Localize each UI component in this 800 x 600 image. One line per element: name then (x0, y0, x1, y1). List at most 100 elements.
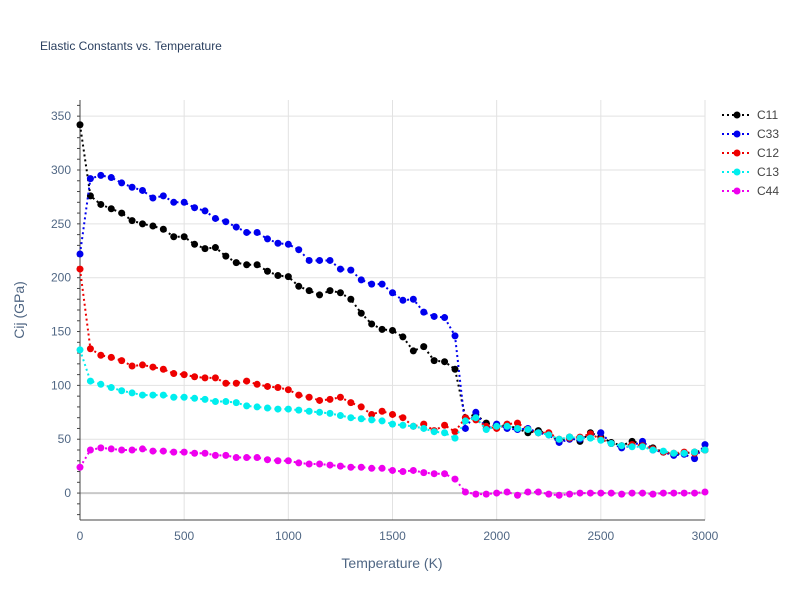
data-point-c44 (284, 457, 292, 465)
y-axis-title: Cij (GPa) (11, 281, 27, 339)
data-point-c44 (274, 457, 282, 465)
data-point-c13 (139, 391, 146, 399)
legend[interactable]: C11 C33 C12 C13 C44 (722, 108, 779, 198)
data-point-c13 (149, 391, 157, 399)
data-point-c13 (316, 408, 324, 416)
data-point-c44 (170, 448, 178, 456)
data-point-c44 (680, 489, 688, 497)
data-point-c33 (420, 308, 428, 316)
data-point-c44 (691, 489, 699, 497)
data-point-c13 (389, 420, 396, 428)
data-point-c13 (566, 433, 574, 441)
legend-item-c33[interactable]: C33 (722, 127, 779, 141)
y-tick-label: 100 (51, 378, 71, 392)
data-point-c44 (201, 449, 209, 457)
data-point-c13 (159, 391, 167, 399)
data-point-c11 (118, 209, 126, 217)
data-point-c44 (389, 466, 396, 474)
data-point-c33 (170, 198, 178, 206)
data-point-c33 (451, 332, 459, 340)
data-point-c44 (701, 488, 709, 496)
legend-item-c13[interactable]: C13 (722, 165, 779, 179)
data-point-c13 (76, 346, 84, 354)
data-point-c44 (76, 463, 84, 471)
data-point-c11 (368, 320, 376, 328)
data-point-c12 (389, 410, 396, 418)
data-point-c12 (253, 380, 261, 388)
data-point-c11 (253, 261, 261, 269)
series-group (76, 121, 709, 499)
data-point-c44 (211, 451, 219, 459)
x-tick-label: 1500 (379, 529, 406, 543)
data-point-c33 (191, 204, 199, 212)
data-point-c12 (86, 345, 94, 353)
data-point-c33 (76, 250, 84, 258)
data-point-c12 (514, 419, 521, 427)
data-point-c11 (420, 343, 428, 351)
x-tick-label: 2000 (483, 529, 510, 543)
data-point-c33 (399, 296, 407, 304)
data-point-c13 (618, 442, 626, 450)
data-point-c12 (378, 407, 386, 415)
data-point-c33 (701, 441, 709, 449)
y-tick-label: 300 (51, 163, 71, 177)
data-point-c44 (149, 447, 157, 455)
data-point-c13 (524, 426, 532, 434)
data-point-c33 (597, 429, 605, 437)
data-point-c11 (399, 333, 407, 341)
data-point-c12 (232, 379, 240, 387)
data-point-c33 (691, 455, 699, 463)
legend-item-c44[interactable]: C44 (722, 184, 779, 198)
data-point-c44 (514, 491, 521, 499)
data-point-c44 (597, 489, 605, 497)
data-point-c44 (180, 448, 188, 456)
data-point-c44 (555, 491, 563, 499)
data-point-c13 (586, 434, 594, 442)
x-axis-title: Temperature (K) (341, 555, 442, 571)
data-point-c44 (232, 454, 240, 462)
x-tick-label: 3000 (692, 529, 719, 543)
data-point-c13 (493, 422, 501, 430)
data-point-c13 (555, 435, 563, 443)
data-point-c12 (347, 399, 355, 407)
legend-item-c11[interactable]: C11 (722, 108, 778, 122)
data-point-c33 (128, 183, 136, 191)
data-point-c44 (305, 460, 313, 468)
data-point-c12 (295, 391, 303, 399)
data-point-c11 (170, 233, 178, 241)
data-point-c33 (243, 228, 251, 236)
data-point-c33 (430, 312, 438, 320)
data-point-c13 (295, 406, 303, 414)
data-point-c44 (139, 445, 146, 453)
y-tick-label: 200 (51, 271, 71, 285)
data-point-c13 (86, 377, 94, 385)
legend-marker-c33 (733, 130, 741, 138)
data-point-c13 (514, 424, 521, 432)
data-point-c44 (326, 461, 334, 469)
data-point-c44 (420, 469, 428, 477)
data-point-c44 (441, 470, 449, 478)
data-point-c44 (628, 489, 636, 497)
legend-item-c12[interactable]: C12 (722, 146, 779, 160)
data-point-c13 (576, 434, 584, 442)
data-point-c44 (368, 464, 376, 472)
data-point-c11 (326, 287, 334, 295)
data-point-c12 (180, 371, 188, 379)
data-point-c12 (284, 386, 292, 394)
data-point-c44 (97, 444, 105, 452)
data-point-c44 (472, 490, 480, 498)
data-point-c12 (368, 410, 376, 418)
data-point-c33 (118, 179, 126, 187)
data-point-c44 (607, 489, 615, 497)
legend-label-c11: C11 (757, 108, 778, 122)
data-point-c33 (180, 198, 188, 206)
data-point-c44 (451, 475, 459, 483)
data-point-c13 (451, 434, 459, 442)
data-point-c13 (357, 415, 365, 423)
data-point-c13 (326, 409, 334, 417)
data-point-c44 (524, 488, 532, 496)
data-point-c13 (639, 443, 646, 451)
data-point-c13 (649, 446, 657, 454)
series-c44 (76, 444, 709, 499)
chart-title: Elastic Constants vs. Temperature (40, 39, 222, 53)
